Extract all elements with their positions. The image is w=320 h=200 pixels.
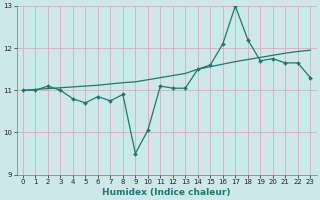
- X-axis label: Humidex (Indice chaleur): Humidex (Indice chaleur): [102, 188, 231, 197]
